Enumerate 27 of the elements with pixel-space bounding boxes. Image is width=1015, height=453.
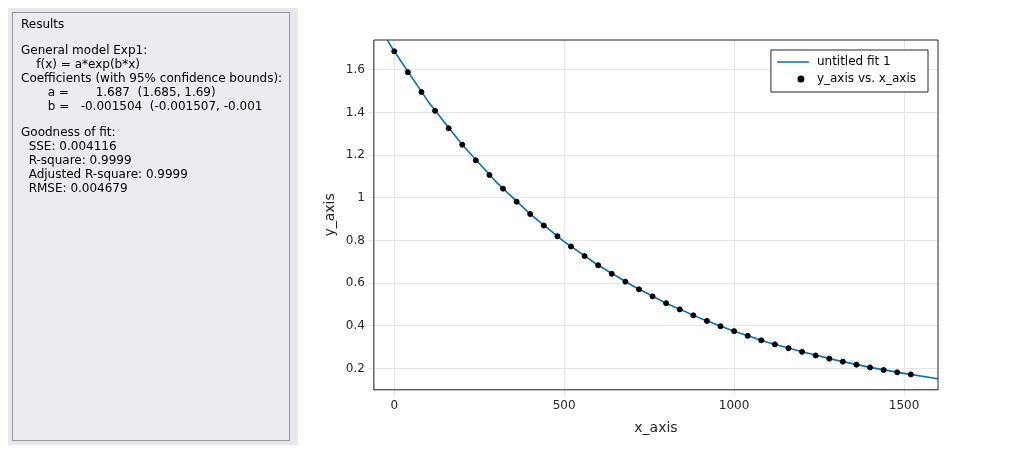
- text: General model Exp1:: [21, 43, 149, 57]
- text: a = 1.687 (1.685, 1.69): [46, 85, 217, 99]
- x-tick-label: 500: [552, 398, 576, 413]
- y-tick-label: 1.6: [345, 61, 365, 76]
- text: R-square: 0.9999: [27, 153, 133, 167]
- text: b = -0.001504 (-0.001507, -0.001: [46, 99, 264, 113]
- x-axis-title: x_axis: [634, 419, 678, 436]
- y-tick-label: 1.4: [345, 104, 365, 119]
- x-tick-label: 1500: [888, 398, 920, 413]
- y-axis-title: y_axis: [321, 193, 338, 237]
- y-tick-label: 1: [357, 189, 365, 204]
- text: Goodness of fit:: [21, 125, 117, 139]
- x-tick-label: 0: [390, 398, 399, 413]
- text: Results: [21, 17, 66, 31]
- text: Adjusted R-square: 0.9999: [27, 167, 189, 181]
- y-tick-label: 0.8: [345, 232, 365, 247]
- y-tick-label: 0.6: [345, 275, 365, 290]
- x-tick-label: 1000: [718, 398, 750, 413]
- text: Coefficients (with 95% confidence bounds):: [21, 71, 283, 85]
- text: SSE: 0.004116: [27, 139, 118, 153]
- legend-label: untitled fit 1: [816, 54, 891, 69]
- y-tick-label: 1.2: [345, 147, 365, 162]
- legend-label: y_axis vs. x_axis: [816, 71, 917, 86]
- text: f(x) = a*exp(b*x): [35, 57, 141, 71]
- text: RMSE: 0.004679: [27, 181, 129, 195]
- y-tick-label: 0.4: [345, 317, 365, 332]
- y-tick-label: 0.2: [345, 360, 365, 375]
